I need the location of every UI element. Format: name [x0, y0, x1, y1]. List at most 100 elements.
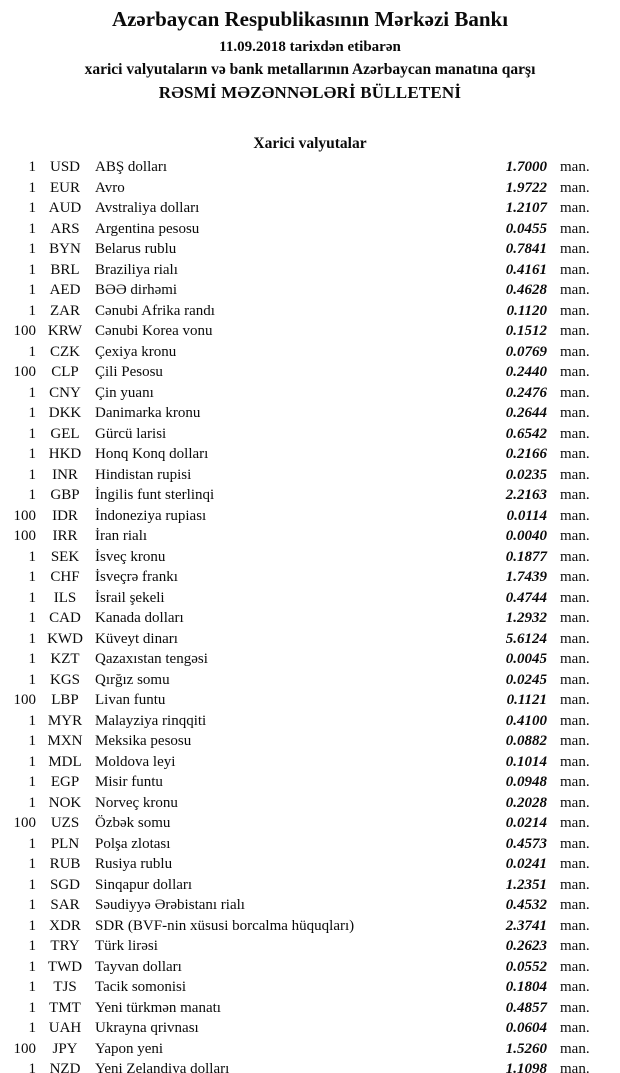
- quantity: 1: [28, 917, 37, 934]
- currency-name: Meksika pesosu: [95, 733, 192, 749]
- currency-name: Norveç kronu: [95, 794, 178, 811]
- quantity: 1: [28, 200, 37, 216]
- currency-code: GEL: [50, 425, 80, 442]
- quantity: 1: [28, 794, 37, 811]
- currency-name: Malayziya rinqqiti: [95, 712, 207, 729]
- rate-unit: man.: [560, 671, 590, 688]
- rate-unit: man.: [560, 733, 590, 749]
- currency-code: TWD: [47, 958, 83, 975]
- currency-code: AUD: [48, 200, 82, 216]
- quantity: 100: [13, 507, 37, 524]
- currency-code: EGP: [50, 774, 80, 790]
- currency-name: SDR (BVF-nin xüsusi borcalma hüquqları): [95, 917, 355, 934]
- quantity: 1: [28, 835, 37, 852]
- currency-name: İsveçrə frankı: [95, 569, 178, 585]
- rate-value: 0.0045: [505, 651, 547, 667]
- currency-row: 1 EGP Misir funtu 0.0948 man.: [0, 772, 600, 793]
- rate-unit: man.: [560, 1061, 590, 1073]
- currency-name: Hindistan rupisi: [95, 466, 192, 483]
- currency-row: 1 BRL Braziliya rialı 0.4161 man.: [0, 260, 600, 281]
- currency-code: MXN: [47, 733, 83, 749]
- currency-row: 1 CNY Çin yuanı 0.2476 man.: [0, 383, 600, 404]
- currency-code: BRL: [50, 261, 80, 278]
- currency-row: 1 RUB Rusiya rublu 0.0241 man.: [0, 854, 600, 875]
- quantity: 1: [28, 897, 37, 913]
- rate-value: 1.9722: [505, 179, 547, 196]
- currency-name: Qırğız somu: [95, 671, 170, 688]
- rate-value: 0.1014: [505, 753, 547, 770]
- rate-value: 0.4628: [505, 282, 547, 298]
- rate-value: 0.0214: [505, 815, 547, 831]
- rate-value: 2.2163: [505, 487, 547, 503]
- currency-code: KZT: [50, 651, 80, 667]
- currency-code: SGD: [49, 876, 80, 893]
- currency-row: 1 TJS Tacik somonisi 0.1804 man.: [0, 977, 600, 998]
- currency-code: SEK: [50, 548, 80, 565]
- currency-row: 1 XDR SDR (BVF-nin xüsusi borcalma hüquq…: [0, 916, 600, 937]
- rate-value: 5.6124: [505, 630, 547, 647]
- rate-value: 0.4161: [505, 261, 547, 278]
- quantity: 100: [13, 692, 37, 708]
- currency-row: 1 NZD Yeni Zelandiya dolları 1.1098 man.: [0, 1059, 600, 1073]
- rate-value: 0.4100: [505, 712, 547, 729]
- rate-unit: man.: [560, 507, 590, 524]
- currency-name: Sinqapur dolları: [95, 876, 193, 893]
- currency-name: Livan funtu: [95, 692, 166, 708]
- currency-row: 1 TMT Yeni türkmən manatı 0.4857 man.: [0, 998, 600, 1019]
- currency-row: 1 PLN Polşa zlotası 0.4573 man.: [0, 834, 600, 855]
- bulletin-title: RƏSMİ MƏZƏNNƏLƏRİ BÜLLETENİ: [158, 83, 462, 102]
- currency-code: TMT: [49, 999, 81, 1016]
- currency-code: XDR: [49, 917, 81, 934]
- rate-value: 1.7439: [505, 569, 547, 585]
- quantity: 100: [13, 528, 37, 544]
- currency-code: AED: [49, 282, 81, 298]
- rate-value: 0.0241: [505, 856, 547, 872]
- currency-code: USD: [49, 159, 80, 175]
- rate-unit: man.: [560, 241, 590, 257]
- rate-unit: man.: [560, 446, 590, 462]
- currency-code: DKK: [48, 405, 82, 421]
- currency-code: CZK: [50, 343, 80, 360]
- rate-value: 0.1121: [506, 692, 547, 708]
- rate-unit: man.: [560, 425, 590, 442]
- rate-unit: man.: [560, 159, 590, 175]
- rate-unit: man.: [560, 384, 590, 401]
- currency-name: Çili Pesosu: [95, 364, 163, 380]
- rate-unit: man.: [560, 610, 590, 626]
- currency-name: Yapon yeni: [95, 1040, 164, 1057]
- currency-name: Honq Konq dolları: [95, 446, 209, 462]
- rate-unit: man.: [560, 1020, 590, 1036]
- currency-name: Misir funtu: [95, 774, 163, 790]
- rate-unit: man.: [560, 999, 590, 1016]
- currency-code: MDL: [48, 753, 82, 770]
- currency-table: 1 USD ABŞ dolları 1.7000 man. 1 EUR Avro…: [0, 157, 620, 1073]
- rate-unit: man.: [560, 1040, 590, 1057]
- currency-row: 1 KZT Qazaxıstan tengəsi 0.0045 man.: [0, 649, 600, 670]
- currency-name: Tacik somonisi: [95, 979, 187, 995]
- quantity: 1: [28, 753, 37, 770]
- currency-row: 1 HKD Honq Konq dolları 0.2166 man.: [0, 444, 600, 465]
- rate-unit: man.: [560, 897, 590, 913]
- quantity: 1: [28, 179, 37, 196]
- rate-unit: man.: [560, 548, 590, 565]
- quantity: 1: [28, 979, 37, 995]
- currency-name: Danimarka kronu: [95, 405, 201, 421]
- rate-value: 0.0948: [505, 774, 547, 790]
- currency-name: Küveyt dinarı: [95, 630, 178, 647]
- currency-name: İran rialı: [95, 528, 148, 544]
- quantity: 1: [28, 712, 37, 729]
- quantity: 100: [13, 815, 37, 831]
- bank-title: Azərbaycan Respublikasının Mərkəzi Bankı: [111, 7, 509, 31]
- rate-unit: man.: [560, 958, 590, 975]
- quantity: 100: [13, 323, 37, 339]
- currency-code: RUB: [49, 856, 81, 872]
- effective-date-line: 11.09.2018 tarixdən etibarən: [219, 39, 401, 55]
- rate-value: 0.0040: [505, 528, 547, 544]
- currency-name: Argentina pesosu: [95, 220, 200, 237]
- currency-code: KRW: [47, 323, 83, 339]
- rate-value: 0.0604: [505, 1020, 547, 1036]
- rate-value: 0.2476: [505, 384, 547, 401]
- rate-unit: man.: [560, 405, 590, 421]
- currency-code: LBP: [51, 692, 79, 708]
